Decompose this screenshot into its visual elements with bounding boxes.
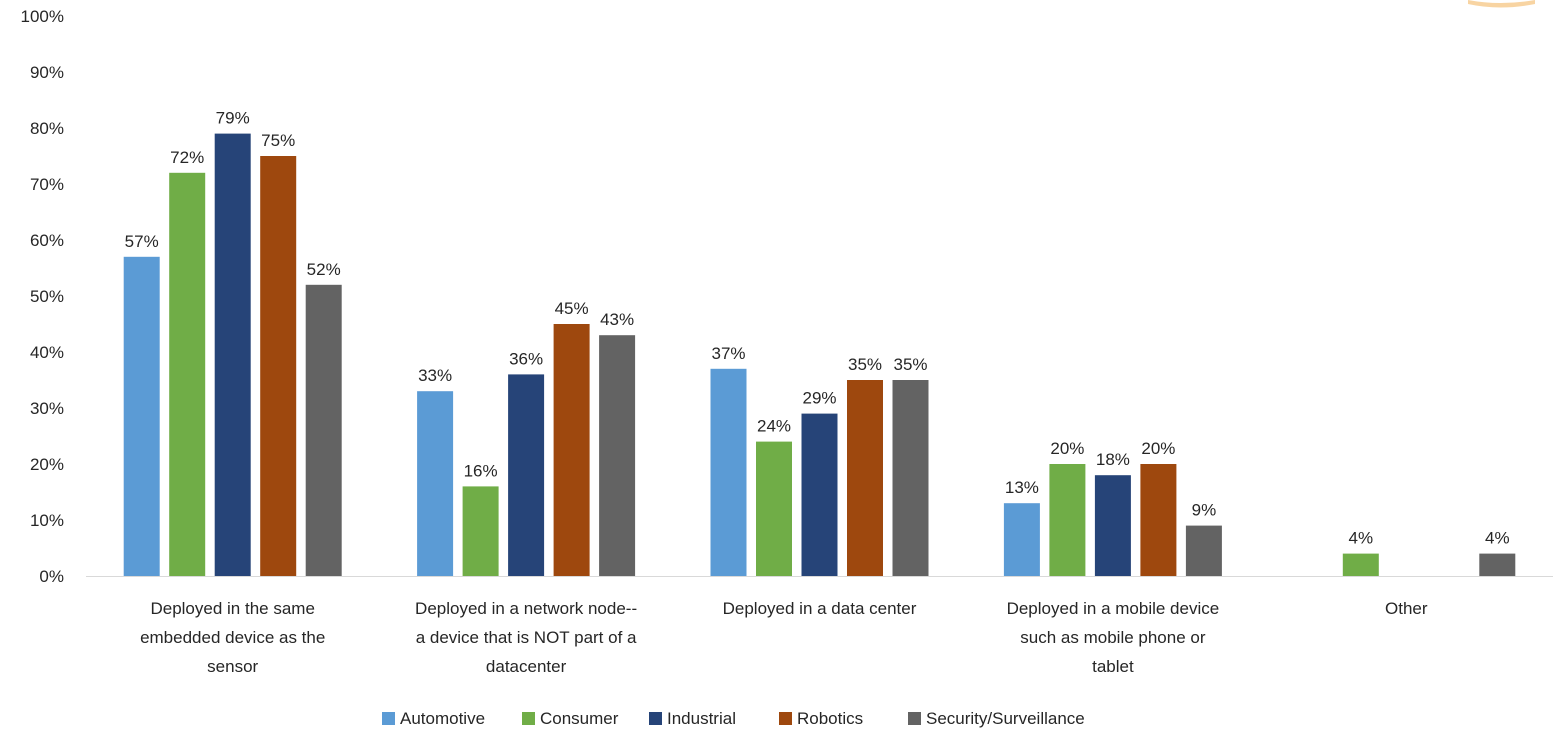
legend-label: Security/Surveillance	[926, 709, 1085, 728]
bar	[802, 414, 838, 576]
category-label: Deployed in a data center	[723, 599, 917, 618]
bar	[756, 442, 792, 576]
data-label: 79%	[216, 109, 250, 128]
category-label: sensor	[207, 657, 258, 676]
data-label: 13%	[1005, 478, 1039, 497]
y-tick-label: 40%	[30, 343, 64, 362]
data-label: 24%	[757, 417, 791, 436]
legend-swatch	[649, 712, 662, 725]
bar	[1479, 554, 1515, 576]
data-label: 35%	[893, 355, 927, 374]
bar	[1343, 554, 1379, 576]
y-tick-label: 30%	[30, 399, 64, 418]
data-label: 75%	[261, 131, 295, 150]
legend-swatch	[908, 712, 921, 725]
category-label: embedded device as the	[140, 628, 325, 647]
category-labels: Deployed in the same embedded device as t…	[140, 599, 1428, 676]
category-label: Deployed in the same	[150, 599, 314, 618]
y-tick-label: 70%	[30, 175, 64, 194]
data-label: 36%	[509, 349, 543, 368]
legend-label: Industrial	[667, 709, 736, 728]
data-label: 16%	[464, 461, 498, 480]
bar	[1186, 526, 1222, 576]
legend-label: Consumer	[540, 709, 619, 728]
bar	[1004, 503, 1040, 576]
y-tick-label: 90%	[30, 63, 64, 82]
category-label: datacenter	[486, 657, 567, 676]
data-label: 43%	[600, 310, 634, 329]
legend-label: Automotive	[400, 709, 485, 728]
bar	[554, 324, 590, 576]
bar	[1049, 464, 1085, 576]
data-label: 45%	[555, 299, 589, 318]
bar	[599, 335, 635, 576]
data-label: 37%	[711, 344, 745, 363]
data-label: 72%	[170, 148, 204, 167]
data-label: 29%	[802, 389, 836, 408]
legend-swatch	[522, 712, 535, 725]
corner-decoration	[1468, 0, 1535, 8]
bar	[124, 257, 160, 576]
bar	[169, 173, 205, 576]
y-tick-label: 50%	[30, 287, 64, 306]
y-tick-label: 80%	[30, 119, 64, 138]
legend-swatch	[779, 712, 792, 725]
data-label: 4%	[1485, 529, 1510, 548]
category-label: such as mobile phone or	[1020, 628, 1206, 647]
data-label: 20%	[1050, 439, 1084, 458]
bar	[1095, 475, 1131, 576]
bar	[306, 285, 342, 576]
y-tick-label: 60%	[30, 231, 64, 250]
bar	[463, 486, 499, 576]
bars	[124, 134, 1516, 576]
category-label: a device that is NOT part of a	[416, 628, 637, 647]
category-label: tablet	[1092, 657, 1134, 676]
legend: Automotive Consumer Industrial Robotics Secu…	[382, 709, 1085, 728]
data-label: 4%	[1349, 529, 1374, 548]
category-label: Other	[1385, 599, 1428, 618]
y-tick-label: 10%	[30, 511, 64, 530]
bar	[711, 369, 747, 576]
bar	[417, 391, 453, 576]
bar	[215, 134, 251, 576]
bar	[508, 374, 544, 576]
bar	[893, 380, 929, 576]
bar	[1140, 464, 1176, 576]
category-label: Deployed in a network node--	[415, 599, 637, 618]
legend-label: Robotics	[797, 709, 863, 728]
data-label: 20%	[1141, 439, 1175, 458]
data-label: 52%	[307, 260, 341, 279]
y-tick-label: 20%	[30, 455, 64, 474]
y-tick-label: 100%	[21, 7, 64, 26]
data-label: 57%	[125, 232, 159, 251]
bar	[847, 380, 883, 576]
legend-swatch	[382, 712, 395, 725]
data-label: 9%	[1192, 501, 1217, 520]
y-tick-label: 0%	[39, 567, 64, 586]
data-label: 35%	[848, 355, 882, 374]
y-axis: 0% 10% 20% 30% 40% 50% 60% 70% 80% 90% 100%	[21, 7, 64, 586]
data-label: 18%	[1096, 450, 1130, 469]
bar	[260, 156, 296, 576]
category-label: Deployed in a mobile device	[1007, 599, 1220, 618]
data-label: 33%	[418, 366, 452, 385]
